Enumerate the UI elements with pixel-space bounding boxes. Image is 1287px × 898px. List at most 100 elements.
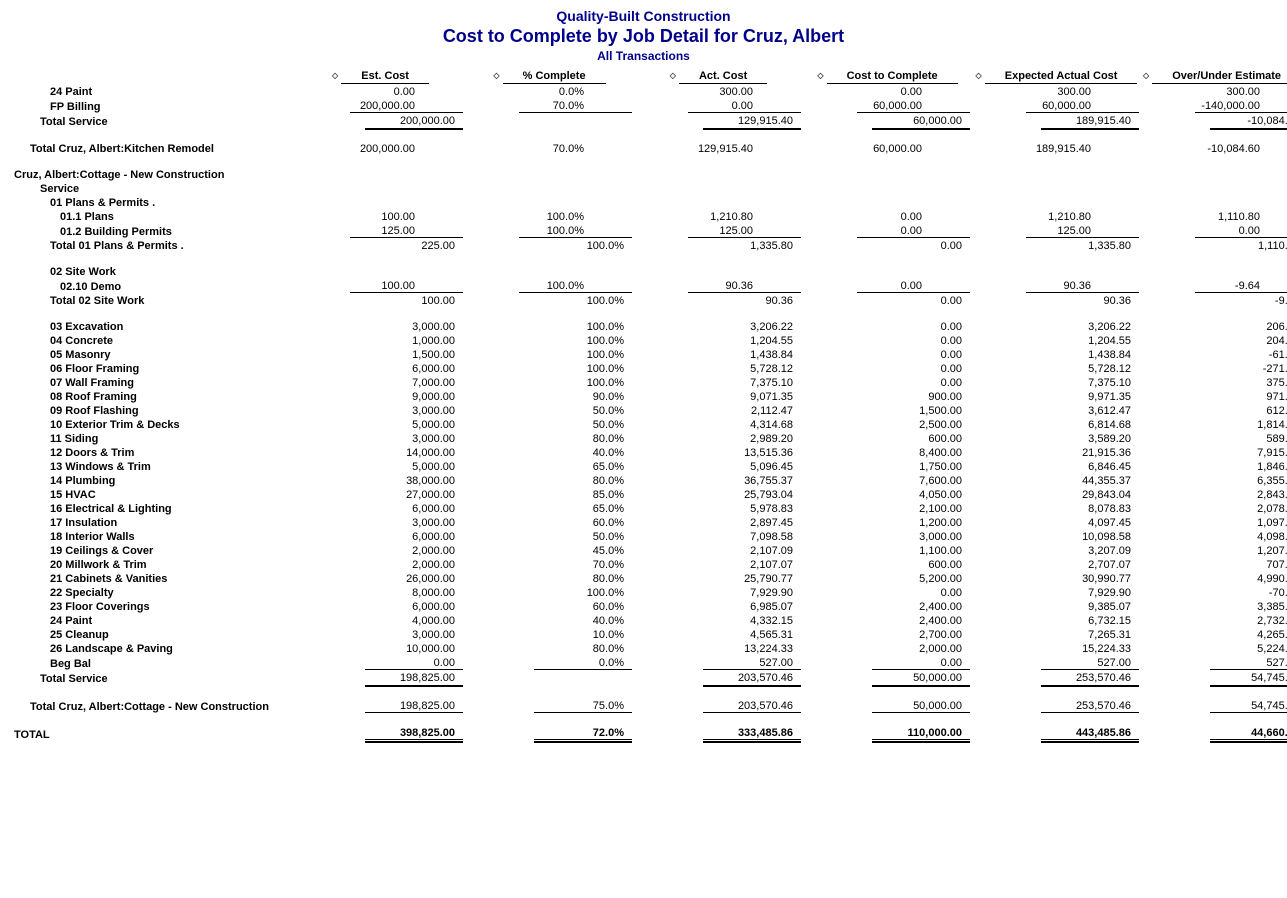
cell-value: 129,915.40 (634, 114, 803, 130)
cell-value: 5,000.00 (296, 418, 465, 432)
cell-value: 189,915.40 (972, 142, 1141, 156)
cell-value: 125.00 (972, 224, 1141, 239)
cell-value: 9,000.00 (296, 390, 465, 404)
cell-value: 54,745.46 (1141, 671, 1287, 687)
cell-value: 0.00 (803, 656, 972, 671)
cell-value (296, 168, 465, 182)
cell-value: 4,050.00 (803, 488, 972, 502)
cell-value: 3,000.00 (296, 516, 465, 530)
cell-value: 527.00 (634, 656, 803, 671)
row-label: 03 Excavation (12, 320, 296, 334)
row-label: 17 Insulation (12, 516, 296, 530)
row-label: Total Service (12, 114, 296, 130)
row-label: Total 01 Plans & Permits . (12, 239, 296, 253)
row-label: 06 Floor Framing (12, 362, 296, 376)
cell-value: 0.00 (803, 348, 972, 362)
cell-value: 60,000.00 (972, 99, 1141, 114)
column-header[interactable]: ◇ % Complete (465, 69, 634, 85)
row-label: Beg Bal (12, 656, 296, 671)
cell-value (465, 182, 634, 196)
cell-value: 203,570.46 (634, 699, 803, 714)
cell-value: 5,224.33 (1141, 642, 1287, 656)
cell-value: 3,000.00 (296, 320, 465, 334)
table-row: Cruz, Albert:Cottage - New Construction (12, 168, 1287, 182)
cell-value: 38,000.00 (296, 474, 465, 488)
column-header[interactable]: ◇ Expected Actual Cost (972, 69, 1141, 85)
cell-value: 3,385.07 (1141, 600, 1287, 614)
cell-value: 60.0% (465, 516, 634, 530)
column-header[interactable]: ◇ Cost to Complete (803, 69, 972, 85)
cell-value: 2,400.00 (803, 614, 972, 628)
cell-value: 527.00 (1141, 656, 1287, 671)
report-subtitle: All Transactions (12, 49, 1275, 63)
cell-value: -61.16 (1141, 348, 1287, 362)
cell-value: 100.0% (465, 210, 634, 224)
cell-value (803, 265, 972, 279)
cell-value: 1,814.68 (1141, 418, 1287, 432)
cell-value: 1,500.00 (803, 404, 972, 418)
cell-value: 0.00 (634, 99, 803, 114)
cell-value (465, 265, 634, 279)
table-row: 24 Paint4,000.0040.0%4,332.152,400.006,7… (12, 614, 1287, 628)
cell-value: 2,000.00 (296, 544, 465, 558)
cell-value: 0.00 (803, 334, 972, 348)
cell-value: 80.0% (465, 474, 634, 488)
column-header[interactable]: ◇ Est. Cost (296, 69, 465, 85)
cell-value: 3,206.22 (634, 320, 803, 334)
cell-value: 13,515.36 (634, 446, 803, 460)
cell-value: 3,000.00 (296, 404, 465, 418)
cell-value: 0.00 (803, 376, 972, 390)
cell-value: 3,000.00 (296, 432, 465, 446)
column-header[interactable]: ◇ Over/Under Estimate ◇ (1141, 69, 1287, 85)
row-label: 23 Floor Coverings (12, 600, 296, 614)
cell-value (465, 671, 634, 687)
cell-value: 70.0% (465, 142, 634, 156)
cell-value: 1,438.84 (972, 348, 1141, 362)
row-label: Total Cruz, Albert:Cottage - New Constru… (12, 699, 296, 714)
cell-value: 4,000.00 (296, 614, 465, 628)
cell-value: 2,000.00 (803, 642, 972, 656)
cell-value: 6,355.37 (1141, 474, 1287, 488)
cell-value: 100.0% (465, 224, 634, 239)
row-label: 21 Cabinets & Vanities (12, 572, 296, 586)
cell-value: 0.00 (1141, 224, 1287, 239)
table-row: 07 Wall Framing7,000.00100.0%7,375.100.0… (12, 376, 1287, 390)
cell-value: 7,265.31 (972, 628, 1141, 642)
cell-value: 6,000.00 (296, 600, 465, 614)
cell-value: 9,071.35 (634, 390, 803, 404)
cell-value (972, 196, 1141, 210)
cell-value: 333,485.86 (634, 726, 803, 743)
column-header[interactable]: ◇ Act. Cost (634, 69, 803, 85)
cell-value: 6,732.15 (972, 614, 1141, 628)
cell-value: 72.0% (465, 726, 634, 743)
table-row: 03 Excavation3,000.00100.0%3,206.220.003… (12, 320, 1287, 334)
cell-value: 90.0% (465, 390, 634, 404)
cell-value: 129,915.40 (634, 142, 803, 156)
cell-value: 3,612.47 (972, 404, 1141, 418)
cell-value: 198,825.00 (296, 671, 465, 687)
cell-value: 100.0% (465, 279, 634, 294)
cell-value: 707.07 (1141, 558, 1287, 572)
cell-value: 90.36 (972, 294, 1141, 308)
cell-value: 80.0% (465, 432, 634, 446)
cell-value: 3,207.09 (972, 544, 1141, 558)
cell-value: 50.0% (465, 404, 634, 418)
cell-value: 1,335.80 (634, 239, 803, 253)
cell-value: 90.36 (634, 294, 803, 308)
table-row: 02 Site Work (12, 265, 1287, 279)
cell-value: 7,915.36 (1141, 446, 1287, 460)
cell-value: 6,000.00 (296, 502, 465, 516)
row-label: 24 Paint (12, 614, 296, 628)
cell-value (634, 265, 803, 279)
table-row: 01 Plans & Permits . (12, 196, 1287, 210)
cell-value: 1,500.00 (296, 348, 465, 362)
cell-value: 1,438.84 (634, 348, 803, 362)
cell-value: 15,224.33 (972, 642, 1141, 656)
cell-value: 60.0% (465, 600, 634, 614)
cell-value: 1,207.09 (1141, 544, 1287, 558)
table-row: Total Service200,000.00129,915.4060,000.… (12, 114, 1287, 130)
cell-value: 8,400.00 (803, 446, 972, 460)
cell-value: 200,000.00 (296, 142, 465, 156)
table-row: Total Service198,825.00203,570.4650,000.… (12, 671, 1287, 687)
cell-value: 25,790.77 (634, 572, 803, 586)
